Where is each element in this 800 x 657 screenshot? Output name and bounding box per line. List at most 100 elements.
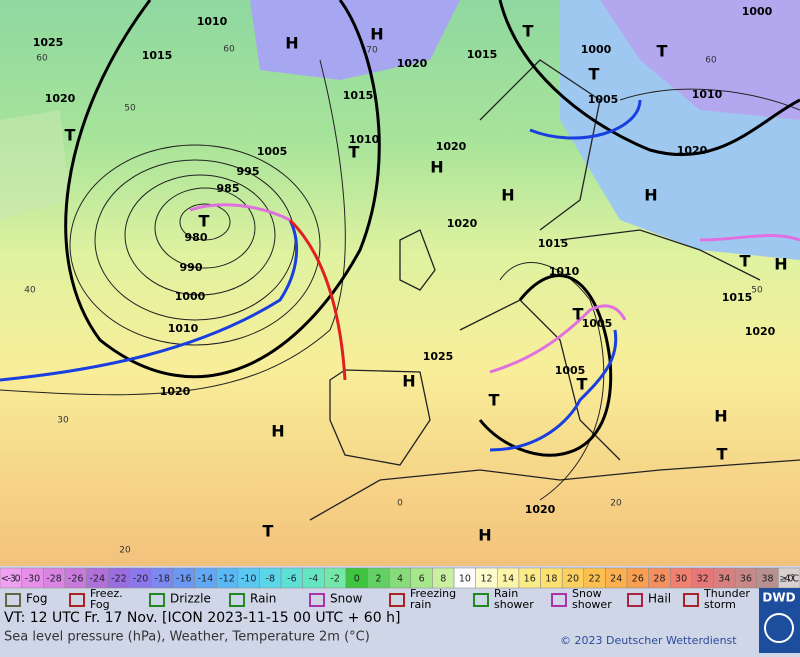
grid-label: 30 <box>57 416 69 426</box>
isobar-label: 985 <box>217 182 240 195</box>
copyright: © 2023 Deutscher Wetterdienst <box>560 634 737 647</box>
grid-label: 50 <box>751 286 763 296</box>
scale-label: 12 <box>480 574 492 585</box>
pressure-center: H <box>714 407 727 426</box>
isobar-label: 1005 <box>582 317 613 330</box>
scale-label: -24 <box>90 574 106 585</box>
logo: DWD <box>762 591 795 605</box>
scale-label: 24 <box>610 574 622 585</box>
legend-icon <box>5 593 21 607</box>
isobar-label: 1020 <box>677 144 708 157</box>
isobar-label: 1010 <box>168 322 199 335</box>
occlusion <box>699 234 800 242</box>
cold-front <box>489 329 618 452</box>
pressure-center: T <box>65 126 76 145</box>
scale-label: 2 <box>375 574 381 585</box>
grid-label: 60 <box>223 45 235 55</box>
isobar-label: 1000 <box>742 5 773 18</box>
pressure-center: H <box>478 526 491 545</box>
scale-label: 8 <box>440 574 446 585</box>
scale-label: -8 <box>266 574 275 585</box>
pressure-center: H <box>285 34 298 53</box>
isobar-label: 980 <box>185 231 208 244</box>
description: Sea level pressure (hPa), Weather, Tempe… <box>4 630 370 645</box>
grid-label: 60 <box>705 56 717 66</box>
valid-time: VT: 12 UTC Fr. 17 Nov. [ICON 2023-11-15 … <box>4 610 400 626</box>
occlusion <box>189 203 291 222</box>
isobar-label: 1005 <box>257 145 288 158</box>
scale-label: <-30 <box>1 574 21 585</box>
grid-label: 20 <box>610 499 622 509</box>
legend-label: Fog <box>90 598 110 611</box>
scale-label: -22 <box>111 574 127 585</box>
legend-icon <box>473 593 489 607</box>
legend-label: storm <box>704 598 736 611</box>
isobar-label: 1010 <box>197 15 228 28</box>
isobars <box>0 59 800 501</box>
scale-label: 36 <box>740 574 752 585</box>
pressure-center: H <box>370 25 383 44</box>
legend-label: shower <box>494 598 534 611</box>
scale-label: -30 <box>25 574 41 585</box>
pressure-center: T <box>263 522 274 541</box>
occlusion <box>489 304 627 374</box>
scale-label: 28 <box>653 574 665 585</box>
isobar-label: 1020 <box>397 57 428 70</box>
isobar-label: 1020 <box>745 325 776 338</box>
legend-label: Rain <box>494 587 518 600</box>
pressure-center: T <box>577 375 588 394</box>
isobar-label: 1005 <box>588 93 619 106</box>
isobar-label: 1015 <box>538 237 569 250</box>
isobar-label: 1020 <box>45 92 76 105</box>
scale-label: -10 <box>241 574 257 585</box>
scale-label: -28 <box>46 574 62 585</box>
legend-label: Fog <box>26 592 47 606</box>
grid-label: 20 <box>119 546 131 556</box>
isobar-label: 995 <box>237 165 260 178</box>
scale-label: -18 <box>154 574 170 585</box>
legend-icon <box>69 593 85 607</box>
scale-label: -4 <box>309 574 318 585</box>
scale-label: 34 <box>718 574 730 585</box>
legend-icon <box>149 593 165 607</box>
isobar-label: 1000 <box>581 43 612 56</box>
pressure-center: T <box>657 42 668 61</box>
scale-label: 22 <box>589 574 601 585</box>
legend-label: rain <box>410 598 431 611</box>
warm-front <box>288 218 347 381</box>
pressure-center: T <box>523 22 534 41</box>
legend-label: Hail <box>648 592 671 606</box>
pressure-center: T <box>589 65 600 84</box>
scale-label: 6 <box>419 574 425 585</box>
scale-label: -26 <box>68 574 84 585</box>
scale-label: 30 <box>675 574 687 585</box>
scale-label: -2 <box>330 574 339 585</box>
isobar-label: 1020 <box>160 385 191 398</box>
grid-label: 0 <box>397 499 403 509</box>
scale-label: 10 <box>459 574 471 585</box>
legend-label: Freez. <box>90 587 123 600</box>
scale-label: 20 <box>567 574 579 585</box>
scale-label: 16 <box>524 574 536 585</box>
grid-label: 70 <box>366 46 378 56</box>
isobar-label: 1020 <box>436 140 467 153</box>
legend-label: Thunder <box>703 587 750 600</box>
isobar-label: 1005 <box>555 364 586 377</box>
legend-icon <box>229 593 245 607</box>
isobar-label: 1020 <box>447 217 478 230</box>
pressure-center: H <box>271 422 284 441</box>
cold-area <box>600 0 800 120</box>
isobar-label: 1025 <box>33 36 64 49</box>
scale-label: -6 <box>287 574 296 585</box>
legend-icon <box>309 593 325 607</box>
scale-label: 32 <box>697 574 709 585</box>
scale-label: -20 <box>133 574 149 585</box>
legend-icon <box>389 593 405 607</box>
legend-label: shower <box>572 598 612 611</box>
isobar-label: 1015 <box>343 89 374 102</box>
legend-icon <box>683 593 699 607</box>
scale-label: 26 <box>632 574 644 585</box>
isobar-label: 1010 <box>349 133 380 146</box>
